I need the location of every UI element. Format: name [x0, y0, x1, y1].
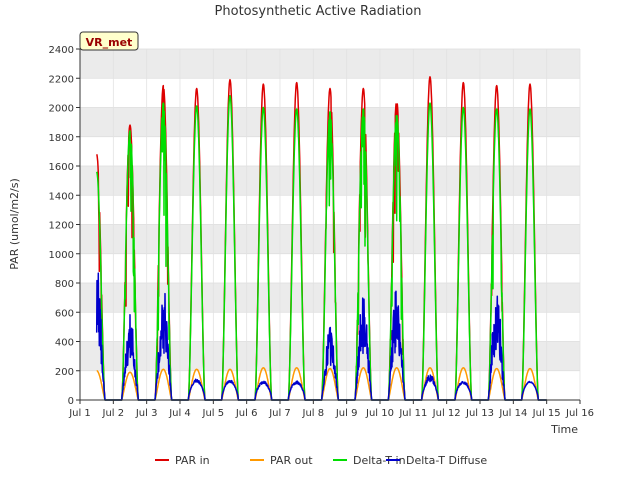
plot-band	[80, 224, 580, 254]
x-tick-label: Jul 10	[365, 408, 394, 419]
x-axis-ticks: Jul 1 Jul 2 Jul 3 Jul 4 Jul 5 Jul 6 Jul 7 Jul 8…	[68, 400, 594, 419]
x-tick-label: Jul 16	[565, 408, 594, 419]
y-tick-label: 1000	[49, 250, 74, 261]
x-tick-label: Jul 15	[532, 408, 561, 419]
chart-title: Photosynthetic Active Radiation	[215, 4, 422, 19]
y-tick-label: 600	[55, 308, 74, 319]
station-label-box: VR_met	[79, 31, 139, 51]
y-axis-ticks: 0 200 400 600 800 1000 1200 1400 1600 1800 2000 220…	[49, 45, 80, 407]
y-tick-label: 2000	[49, 104, 74, 115]
y-tick-label: 800	[55, 279, 74, 290]
x-tick-label: Jul 6	[235, 408, 258, 419]
legend-label: PAR in	[175, 454, 210, 467]
x-tick-label: Jul 12	[432, 408, 461, 419]
y-tick-label: 2400	[49, 45, 74, 56]
legend-label: PAR out	[270, 454, 313, 467]
legend-label: Delta-T Diffuse	[406, 454, 487, 467]
y-tick-label: 1200	[49, 221, 74, 232]
y-tick-label: 0	[68, 396, 74, 407]
x-tick-label: Jul 3	[135, 408, 158, 419]
y-tick-label: 400	[55, 338, 74, 349]
station-label: VR_met	[86, 36, 133, 49]
x-tick-label: Jul 7	[268, 408, 291, 419]
y-tick-label: 1600	[49, 162, 74, 173]
x-tick-label: Jul 4	[168, 408, 191, 419]
y-axis-label: PAR (umol/m2/s)	[8, 178, 21, 270]
x-tick-label: Jul 2	[102, 408, 125, 419]
x-tick-label: Jul 14	[498, 408, 527, 419]
plot-band	[80, 283, 580, 313]
legend-label: Delta-T in	[353, 454, 406, 467]
y-tick-label: 1400	[49, 191, 74, 202]
x-tick-label: Jul 8	[302, 408, 325, 419]
y-tick-label: 2200	[49, 74, 74, 85]
y-tick-label: 200	[55, 367, 74, 378]
x-tick-label: Jul 13	[465, 408, 494, 419]
station-label-bg	[79, 31, 139, 51]
plot-band	[80, 49, 580, 79]
x-tick-label: Jul 1	[68, 408, 91, 419]
x-axis-label: Time	[550, 423, 578, 436]
y-tick-label: 1800	[49, 133, 74, 144]
x-tick-label: Jul 11	[398, 408, 427, 419]
x-tick-label: Jul 5	[202, 408, 225, 419]
legend: PAR in PAR out Delta-T in Delta-T Diffuse	[155, 454, 487, 467]
x-tick-label: Jul 9	[335, 408, 358, 419]
